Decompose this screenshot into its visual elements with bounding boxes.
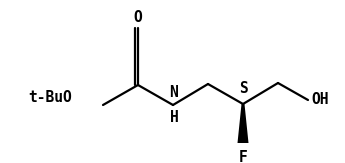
Polygon shape [237, 104, 248, 143]
Text: H: H [170, 110, 178, 125]
Text: OH: OH [311, 92, 329, 108]
Text: N: N [170, 85, 178, 100]
Text: O: O [134, 10, 142, 25]
Text: F: F [239, 150, 247, 163]
Text: S: S [240, 81, 248, 96]
Text: t-BuO: t-BuO [28, 90, 72, 105]
